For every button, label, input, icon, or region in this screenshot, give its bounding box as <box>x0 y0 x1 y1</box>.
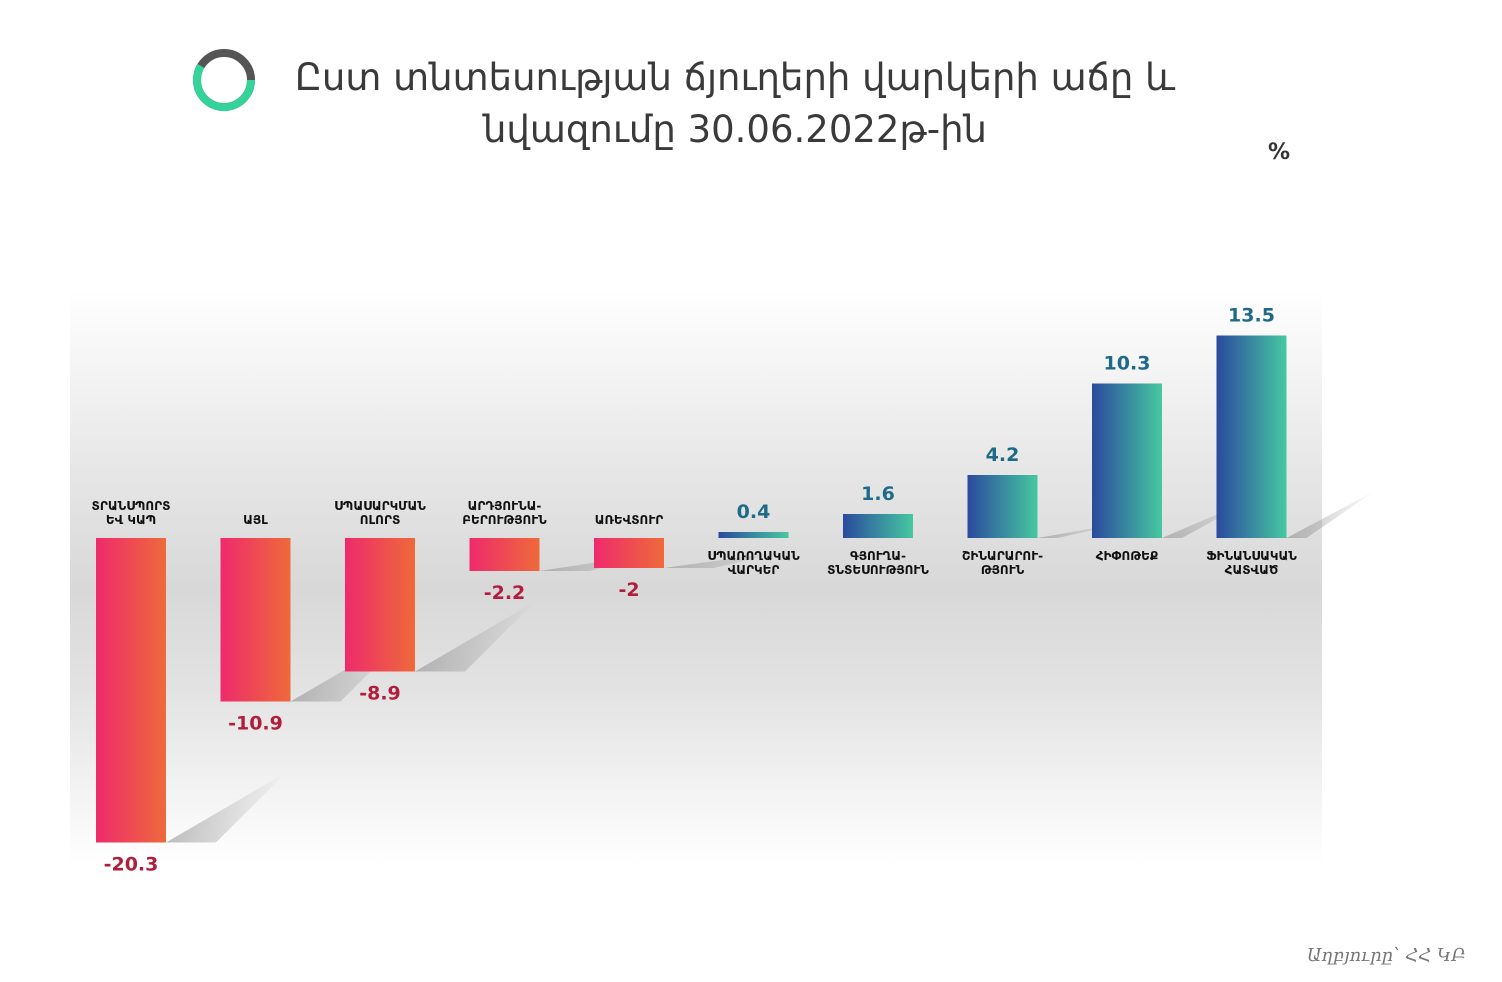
category-label: ՍՊԱՌՈՂԱԿԱՆ <box>707 549 800 563</box>
bar <box>345 538 415 672</box>
category-label: ՖԻՆԱՆՍԱԿԱՆ <box>1206 549 1297 563</box>
category-label: ՏՐԱՆՍՊՈՐՏ <box>92 499 171 513</box>
category-label: ԱՐԴՅՈՒՆԱ- <box>468 499 542 513</box>
category-label: ՈԼՈՐՏ <box>360 513 401 527</box>
category-label: ԱՌԵՎՏՈՒՐ <box>595 513 663 527</box>
bar <box>1092 383 1162 538</box>
data-label: 10.3 <box>1104 353 1151 375</box>
bar-shadow <box>664 551 784 568</box>
chart-title: Ըստ տնտեսության ճյուղերի վարկերի աճը և ն… <box>240 52 1230 156</box>
chart-title-line2: նվազումը 30.06.2022թ-ին <box>482 108 988 151</box>
category-label: ԲԵՐՈՒԹՅՈՒՆ <box>462 513 547 527</box>
category-label: ԳՅՈՒՂԱ- <box>850 549 906 563</box>
chart-title-line1: Ըստ տնտեսության ճյուղերի վարկերի աճը և <box>294 56 1176 99</box>
category-label: ԱՅԼ <box>243 513 268 527</box>
data-label: -20.3 <box>104 854 159 876</box>
category-label: ՇԻՆԱՐԱՐՈՒ- <box>962 549 1043 563</box>
bar <box>718 532 789 538</box>
bar-shadow <box>415 601 535 672</box>
category-label: ՀԻՓՈԹԵՔ <box>1096 549 1159 563</box>
bar <box>469 538 540 571</box>
bar-shadow <box>166 772 286 843</box>
data-label: 1.6 <box>861 483 895 505</box>
category-label: ՀԱՏՎԱԾ <box>1225 563 1279 577</box>
unit-label: % <box>1268 140 1291 165</box>
data-label: -10.9 <box>228 713 283 735</box>
data-label: -8.9 <box>359 683 401 705</box>
data-label: 0.4 <box>737 501 771 523</box>
category-label: ԵՎ ԿԱՊ <box>106 513 156 527</box>
source-note: Աղբյուրը՝ ՀՀ ԿԲ <box>1306 945 1466 966</box>
bar <box>967 475 1038 538</box>
bar <box>843 514 913 538</box>
bar-shadow <box>1286 490 1377 538</box>
data-label: 13.5 <box>1228 305 1275 327</box>
donut-ring-icon <box>193 49 256 112</box>
bar <box>96 538 166 843</box>
data-label: 4.2 <box>986 444 1020 466</box>
category-label: ՍՊԱՍԱՐԿՄԱՆ <box>334 499 426 513</box>
bar <box>1216 335 1287 538</box>
category-label: ԹՅՈՒՆ <box>981 563 1025 577</box>
bar <box>220 538 291 702</box>
data-label: -2 <box>618 579 639 601</box>
bar <box>594 538 664 568</box>
category-label: ՏՆՏԵՍՈՒԹՅՈՒՆ <box>827 563 929 577</box>
data-label: -2.2 <box>484 582 526 604</box>
category-label: ՎԱՐԿԵՐ <box>728 563 780 577</box>
